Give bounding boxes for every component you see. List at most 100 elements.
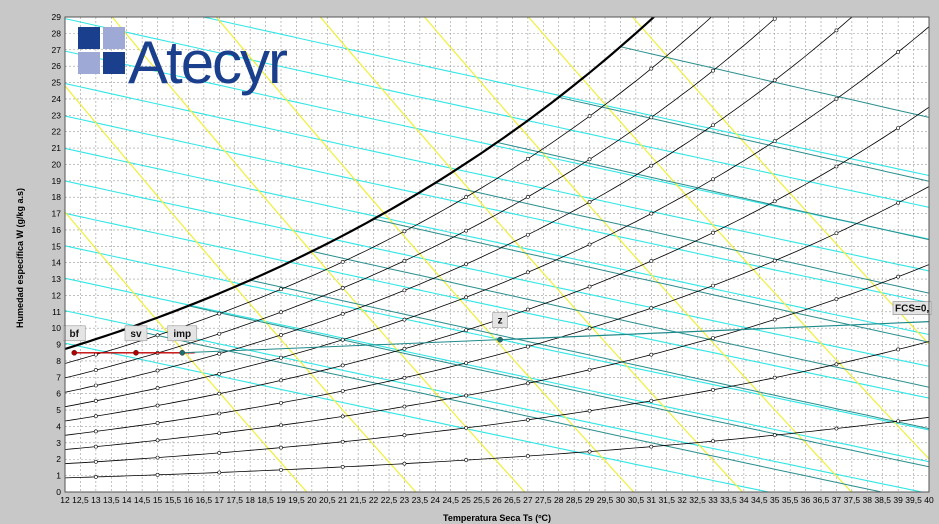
x-tick-label: 39 [893,495,903,505]
x-tick-label: 36 [801,495,811,505]
x-tick-label: 14 [122,495,132,505]
enthalpy-line [65,212,929,399]
rh-marker [525,195,530,199]
rh-marker [217,431,222,436]
x-tick-label: 27 [523,495,533,505]
rh-marker [217,450,222,455]
rh-marker [649,259,654,263]
y-tick-label: 29 [52,12,62,22]
rh-marker [587,367,592,372]
rh-marker [896,347,901,352]
rh-marker [711,123,715,128]
rh-curve [65,264,929,450]
rh-marker [834,231,839,236]
y-tick-label: 18 [52,192,62,202]
y-axis-ticks: 0123456789101112131415161718192021222324… [52,12,62,497]
y-tick-label: 24 [52,94,62,104]
rh-marker [217,470,222,475]
rh-marker [772,258,777,263]
rh-marker [93,368,98,372]
point-label-box [167,325,198,342]
y-tick-label: 27 [52,45,62,55]
y-tick-label: 0 [56,487,61,497]
enthalpy-lines [65,17,929,492]
rh-curve [65,106,929,422]
rh-marker [649,444,654,449]
rh-marker [649,115,654,120]
rh-marker [711,230,715,235]
rh-marker [896,126,901,130]
fcs-label: FCS=0, [895,304,929,315]
rh-marker [649,66,654,71]
x-tick-label: 34,5 [751,495,768,505]
rh-marker [402,461,407,466]
rh-marker [525,270,530,275]
plot-frame [64,16,930,493]
x-tick-label: 30,5 [628,495,645,505]
rh-marker [525,156,530,161]
x-tick-label: 25 [461,495,471,505]
rh-curve [65,341,929,465]
rh-marker [279,423,283,428]
rh-marker [279,467,283,472]
y-tick-label: 17 [52,209,62,219]
y-tick-label: 12 [52,290,62,300]
state-point [71,349,78,356]
rh-marker [93,459,98,464]
rh-marker [217,371,222,376]
rh-marker [93,475,98,479]
rh-curve [65,186,929,436]
volume-line [215,17,635,492]
rh-marker [896,50,901,54]
rh-curve [65,416,929,479]
point-label-box [62,325,86,342]
rh-marker [772,199,777,204]
x-tick-label: 21 [338,495,348,505]
rh-curve [65,17,712,364]
rh-marker [340,363,345,368]
rh-marker [711,336,715,340]
state-points: bf sv imp z [62,312,508,356]
rh-marker [464,425,469,430]
x-tick-label: 16 [184,495,194,505]
rh-marker [402,317,407,322]
x-tick-label: 13,5 [103,495,120,505]
wet-bulb-line [188,305,929,468]
x-axis-ticks: 12 12,5 13 13,5 14 14,5 15 15,5 16 16,5 17 17,5 18 18… [60,495,934,505]
x-axis-label: Temperatura Seca Ts (ºC) [443,513,551,523]
rh-marker [587,200,592,204]
rh-marker [155,368,160,373]
x-tick-label: 28 [554,495,564,505]
rh-marker [279,378,283,383]
y-tick-label: 7 [56,372,61,382]
logo-square-4 [103,52,125,74]
rh-marker [217,331,222,336]
x-tick-label: 12 [60,495,70,505]
x-tick-label: 36,5 [813,495,830,505]
x-tick-label: 32 [677,495,687,505]
x-tick-label: 17,5 [226,495,243,505]
state-point [179,349,186,356]
volume-line [65,211,308,492]
volume-line [423,17,852,492]
rh-marker [464,393,469,398]
x-tick-label: 22 [369,495,379,505]
rh-marker [649,211,654,216]
rh-marker [834,164,839,169]
rh-marker [155,333,160,338]
rh-marker [340,286,345,290]
rh-curve [65,17,853,393]
rh-marker [834,362,839,367]
x-tick-label: 30 [616,495,626,505]
point-label: z [498,316,503,327]
x-tick-label: 19 [276,495,286,505]
wet-bulb-line [249,279,929,430]
y-tick-label: 11 [52,307,61,317]
x-tick-label: 23 [400,495,410,505]
enthalpy-line [65,18,929,208]
wet-bulb-line [311,250,929,388]
rh-marker [711,177,715,182]
rh-marker [340,312,345,316]
rh-marker [217,351,222,356]
rh-marker [772,317,777,322]
